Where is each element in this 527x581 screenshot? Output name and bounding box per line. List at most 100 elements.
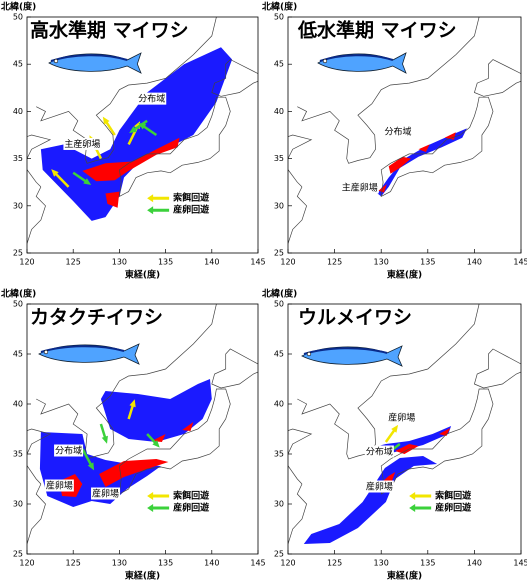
arrow-head <box>51 169 59 177</box>
coastline <box>288 428 313 485</box>
y-tick-label: 35 <box>274 450 284 459</box>
x-axis-label: 東経(度) <box>387 570 422 581</box>
region-label: 分布域 <box>366 446 393 458</box>
arrow-head <box>152 440 160 448</box>
coastline <box>288 134 313 188</box>
region-label: 分布域 <box>384 126 411 138</box>
fish-eye <box>53 58 59 64</box>
coastline <box>118 96 231 198</box>
label-bg <box>383 125 413 138</box>
region-label: 主産卵場 <box>342 181 378 193</box>
x-tick-label: 125 <box>66 258 81 267</box>
y-tick-label: 35 <box>274 154 284 163</box>
fish-back <box>303 347 388 355</box>
y-tick-label: 30 <box>274 201 284 210</box>
x-axis-label: 東経(度) <box>125 269 160 281</box>
fish-eye <box>322 58 328 64</box>
x-tick-label: 140 <box>467 559 482 568</box>
y-axis-label: 北緯(度) <box>262 1 297 13</box>
label-bg <box>364 445 394 458</box>
label-bg <box>91 487 121 500</box>
y-tick-label: 50 <box>274 300 284 309</box>
migration-arrow <box>141 124 158 137</box>
coastline <box>27 186 46 244</box>
arrow-head <box>87 462 95 471</box>
x-tick-label: 135 <box>420 559 435 568</box>
spawning-ground <box>388 156 411 174</box>
y-tick-label: 45 <box>274 60 284 69</box>
coastline <box>473 348 521 389</box>
panel-title: 低水準期 マイワシ <box>297 19 457 42</box>
label-bg <box>54 444 84 457</box>
x-tick-label: 130 <box>374 258 389 267</box>
spawning-ground <box>439 428 451 436</box>
y-tick-label: 35 <box>13 154 23 163</box>
y-tick-label: 45 <box>13 60 23 69</box>
y-tick-label: 25 <box>274 550 284 559</box>
spawning-ground <box>395 444 419 454</box>
y-tick-label: 25 <box>13 249 23 258</box>
panel-title: ウルメイワシ <box>298 307 412 329</box>
y-tick-label: 50 <box>13 13 23 22</box>
x-tick-label: 145 <box>513 258 527 267</box>
coastline <box>473 59 521 97</box>
coastline <box>380 388 494 495</box>
x-tick-label: 120 <box>280 559 295 568</box>
coastline <box>211 348 258 389</box>
plot-frame <box>287 16 522 254</box>
coastline <box>288 483 307 545</box>
y-tick-label: 50 <box>13 300 23 309</box>
plot-frame <box>287 303 522 555</box>
coastline <box>27 134 52 188</box>
fish-eye <box>43 349 49 355</box>
y-tick-label: 30 <box>13 500 23 509</box>
fish-icon <box>317 52 407 74</box>
map-body <box>27 304 258 545</box>
migration-arrow <box>104 120 116 136</box>
map-body <box>288 304 521 545</box>
migration-arrow <box>132 119 148 132</box>
fish-icon <box>48 52 142 74</box>
label-bg <box>387 411 417 424</box>
distribution-area <box>377 128 467 197</box>
region-label: 分布域 <box>55 445 82 457</box>
legend-arrow-head <box>147 492 154 500</box>
y-tick-label: 45 <box>13 350 23 359</box>
legend-arrow-head <box>147 206 154 215</box>
y-tick-label: 40 <box>13 400 23 409</box>
plot-frame <box>26 303 259 555</box>
y-axis-label: 北緯(度) <box>1 1 36 13</box>
fish-back <box>50 54 128 62</box>
legend-label: 索餌回遊 <box>173 192 209 204</box>
spawning-ground <box>182 422 194 431</box>
legend-label: 産卵回遊 <box>435 502 471 514</box>
region-label: 分布域 <box>138 93 165 105</box>
arrow-head <box>129 126 138 134</box>
distribution-area <box>303 456 438 544</box>
coastline <box>27 428 52 485</box>
coastline <box>211 59 258 97</box>
x-tick-label: 120 <box>280 258 295 267</box>
fish-icon <box>38 343 140 365</box>
x-tick-label: 145 <box>513 559 527 568</box>
legend-label: 索餌回遊 <box>435 490 471 502</box>
region-label: 主産卵場 <box>64 138 100 150</box>
y-tick-label: 40 <box>274 107 284 116</box>
x-axis-label: 東経(度) <box>125 570 160 581</box>
coastline <box>27 483 46 545</box>
label-bg <box>364 480 394 493</box>
y-axis-label: 北緯(度) <box>1 288 36 300</box>
legend-label: 産卵回遊 <box>173 502 209 514</box>
fish-icon <box>301 345 403 367</box>
x-tick-label: 120 <box>19 559 34 568</box>
x-tick-label: 145 <box>250 258 265 267</box>
spawning-ground <box>105 191 120 208</box>
x-tick-label: 135 <box>158 258 173 267</box>
x-tick-label: 140 <box>467 258 482 267</box>
panel-title: カタクチイワシ <box>30 307 163 329</box>
y-tick-label: 40 <box>274 400 284 409</box>
x-tick-label: 125 <box>66 559 81 568</box>
region-label: 産卵場 <box>388 412 415 424</box>
